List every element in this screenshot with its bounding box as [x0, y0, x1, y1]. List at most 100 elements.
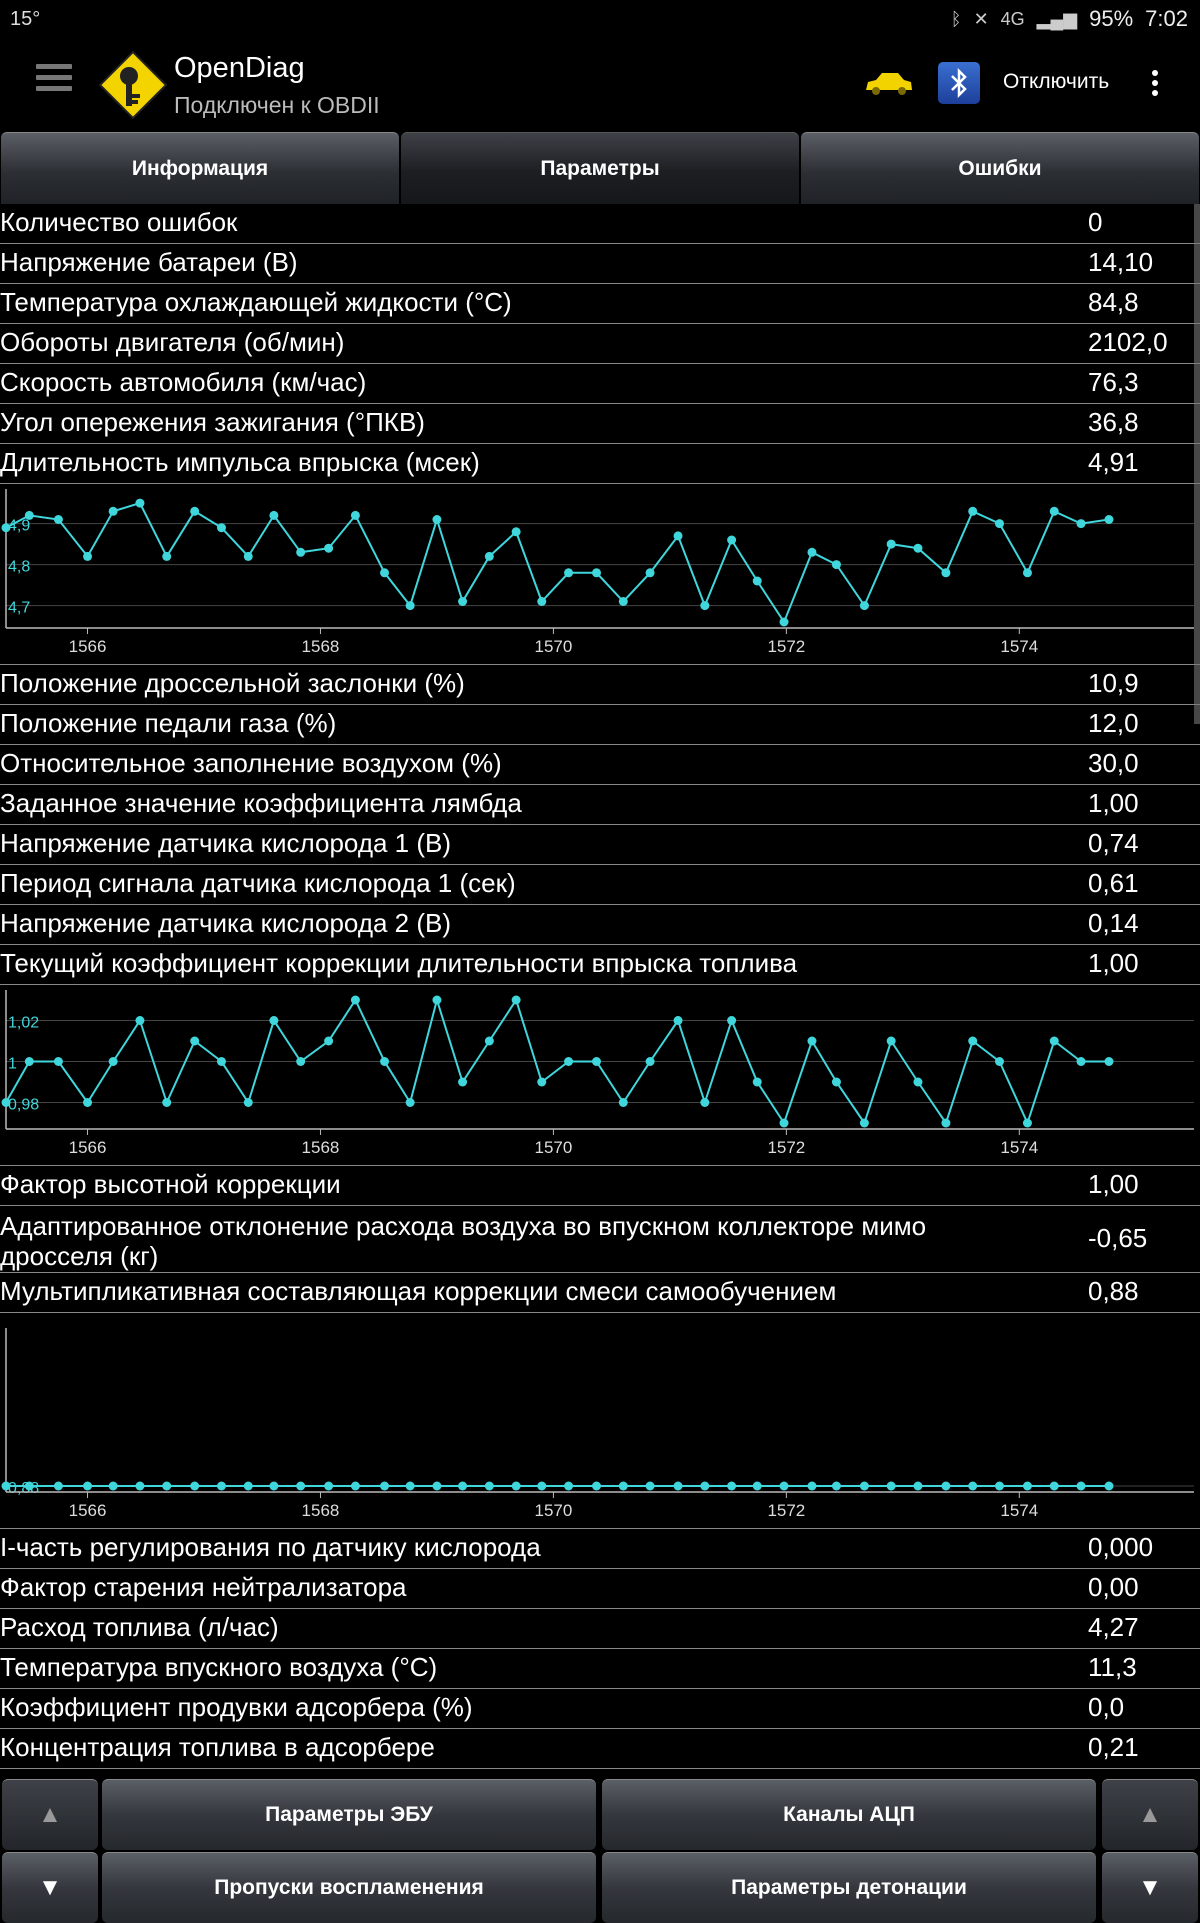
- car-icon[interactable]: [862, 68, 914, 98]
- scrollbar[interactable]: [1194, 204, 1200, 724]
- parameter-row[interactable]: Концентрация топлива в адсорбере 0,21: [0, 1729, 1200, 1769]
- parameter-row[interactable]: Температура впускного воздуха (°C) 11,3: [0, 1649, 1200, 1689]
- parameter-row[interactable]: Текущий коэффициент коррекции длительнос…: [0, 945, 1200, 985]
- scroll-up-right-button[interactable]: ▲: [1102, 1779, 1198, 1850]
- parameter-value: 0,0: [1088, 1692, 1125, 1722]
- data-point: [511, 527, 521, 537]
- parameter-row[interactable]: Мультипликативная составляющая коррекции…: [0, 1273, 1200, 1313]
- parameter-row[interactable]: Период сигнала датчика кислорода 1 (сек)…: [0, 865, 1200, 905]
- parameter-name: Фактор высотной коррекции: [0, 1169, 341, 1199]
- parameter-chart[interactable]: 0,88 1566 1568 1570 1572 1574: [0, 1313, 1200, 1529]
- data-point: [216, 523, 226, 533]
- x-tick-label: 1572: [767, 1501, 805, 1520]
- data-point: [296, 1481, 306, 1491]
- parameter-row[interactable]: Фактор высотной коррекции 1,00: [0, 1166, 1200, 1206]
- parameter-name: Скорость автомобиля (км/час): [0, 367, 367, 397]
- data-point: [458, 1077, 468, 1087]
- data-point: [1049, 506, 1059, 516]
- parameter-row[interactable]: Относительное заполнение воздухом (%) 30,…: [0, 745, 1200, 785]
- parameter-row[interactable]: Фактор старения нейтрализатора 0,00: [0, 1569, 1200, 1609]
- tab-information[interactable]: Информация: [1, 132, 399, 204]
- ecu-params-button[interactable]: Параметры ЭБУ: [102, 1779, 596, 1850]
- x-tick-label: 1574: [1000, 1501, 1038, 1520]
- data-point: [24, 510, 34, 520]
- data-point: [83, 1481, 93, 1491]
- data-point: [243, 1098, 253, 1107]
- data-point: [484, 1481, 494, 1491]
- overflow-menu-icon[interactable]: [1150, 70, 1160, 98]
- parameter-name: Период сигнала датчика кислорода 1 (сек): [0, 868, 516, 898]
- data-point: [700, 1481, 710, 1491]
- parameter-name: Количество ошибок: [0, 207, 238, 237]
- data-point: [380, 568, 390, 578]
- x-tick-label: 1570: [534, 1138, 572, 1157]
- tab-parameters[interactable]: Параметры: [401, 132, 799, 204]
- parameter-value: 84,8: [1088, 287, 1139, 317]
- parameter-row[interactable]: Положение дроссельной заслонки (%) 10,9: [0, 665, 1200, 705]
- x-tick-label: 1566: [69, 1501, 107, 1520]
- parameter-value: 4,91: [1088, 447, 1139, 477]
- parameter-row[interactable]: Напряжение датчика кислорода 1 (В) 0,74: [0, 825, 1200, 865]
- parameter-row[interactable]: Заданное значение коэффициента лямбда 1,0…: [0, 785, 1200, 825]
- data-point: [511, 995, 521, 1005]
- y-tick-label: 0,88: [8, 1480, 39, 1497]
- data-point: [53, 1481, 63, 1491]
- parameter-row[interactable]: Угол опережения зажигания (°ПКВ) 36,8: [0, 404, 1200, 444]
- data-point: [162, 1098, 172, 1107]
- knock-params-button[interactable]: Параметры детонации: [602, 1852, 1096, 1923]
- parameter-row[interactable]: Напряжение батареи (В) 14,10: [0, 244, 1200, 284]
- data-point: [727, 1481, 737, 1491]
- data-point: [537, 1481, 547, 1491]
- data-point: [913, 1077, 923, 1087]
- parameter-row[interactable]: Скорость автомобиля (км/час) 76,3: [0, 364, 1200, 404]
- parameter-value: -0,65: [1088, 1223, 1148, 1253]
- data-point: [592, 1057, 602, 1066]
- data-point: [727, 535, 737, 545]
- parameter-row[interactable]: Напряжение датчика кислорода 2 (В) 0,14: [0, 905, 1200, 945]
- adc-channels-button[interactable]: Каналы АЦП: [602, 1779, 1096, 1850]
- scroll-down-left-button[interactable]: ▼: [2, 1852, 98, 1923]
- hamburger-menu-icon[interactable]: [36, 64, 72, 102]
- data-point: [752, 1077, 762, 1087]
- arrow-down-icon: ▼: [1138, 1874, 1162, 1901]
- data-point: [727, 1016, 737, 1025]
- parameter-name: Положение дроссельной заслонки (%): [0, 668, 465, 698]
- parameter-chart[interactable]: 4,9 4,8 4,7 1566 1568 1570 1572 1574: [0, 484, 1200, 665]
- parameter-row[interactable]: Температура охлаждающей жидкости (°C) 84,…: [0, 284, 1200, 324]
- parameter-row[interactable]: Длительность импульса впрыска (мсек) 4,91: [0, 444, 1200, 484]
- data-point: [645, 568, 655, 578]
- parameter-row[interactable]: Коэффициент продувки адсорбера (%) 0,0: [0, 1689, 1200, 1729]
- data-point: [432, 515, 442, 524]
- data-point: [83, 1098, 93, 1107]
- parameter-list[interactable]: Количество ошибок 0 Напряжение батареи (В)…: [0, 204, 1200, 1776]
- parameter-row[interactable]: Расход топлива (л/час) 4,27: [0, 1609, 1200, 1649]
- data-point: [645, 1057, 655, 1066]
- parameter-name: Мультипликативная составляющая коррекции…: [0, 1276, 837, 1306]
- bluetooth-icon[interactable]: [938, 62, 980, 104]
- scroll-up-left-button[interactable]: ▲: [2, 1779, 98, 1850]
- parameter-row[interactable]: Положение педали газа (%) 12,0: [0, 705, 1200, 745]
- parameter-chart[interactable]: 1,02 1 0,98 1566 1568 1570 1572 1574: [0, 985, 1200, 1166]
- data-point: [350, 1481, 360, 1491]
- data-point: [1104, 1481, 1114, 1491]
- parameter-value: 1,00: [1088, 948, 1139, 978]
- misfire-button[interactable]: Пропуски воспламенения: [102, 1852, 596, 1923]
- parameter-row[interactable]: Адаптированное отклонение расхода воздух…: [0, 1206, 1200, 1273]
- parameter-row[interactable]: Количество ошибок 0: [0, 204, 1200, 244]
- parameter-row[interactable]: I-часть регулирования по датчику кислоро…: [0, 1529, 1200, 1569]
- data-point: [700, 601, 710, 611]
- parameter-value: 0,00: [1088, 1572, 1139, 1602]
- parameter-value: 0,74: [1088, 828, 1139, 858]
- parameter-row[interactable]: Обороты двигателя (об/мин) 2102,0: [0, 324, 1200, 364]
- data-point: [831, 1481, 841, 1491]
- data-point: [1076, 1481, 1086, 1491]
- data-point: [269, 1016, 279, 1025]
- y-tick-label: 0,98: [8, 1097, 39, 1114]
- data-point: [886, 1481, 896, 1491]
- parameter-value: 14,10: [1088, 247, 1154, 277]
- tab-errors[interactable]: Ошибки: [801, 132, 1199, 204]
- scroll-down-right-button[interactable]: ▼: [1102, 1852, 1198, 1923]
- parameter-row[interactable]: Величина отскока УОЗ при детонации (°ПКВ…: [0, 1769, 1200, 1776]
- disconnect-button[interactable]: Отключить: [1003, 70, 1110, 93]
- data-point: [1, 523, 11, 533]
